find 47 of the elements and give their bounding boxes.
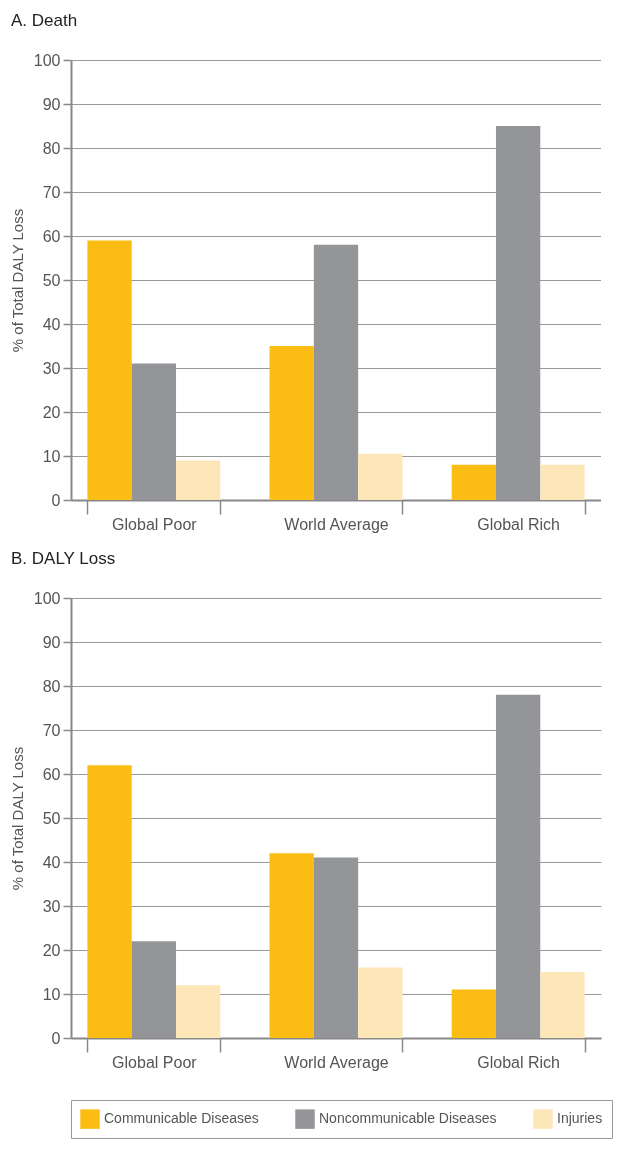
y-tick-label: 90: [42, 633, 61, 651]
y-tick-label: 80: [42, 139, 61, 157]
legend-label: Noncommunicable Diseases: [319, 1110, 497, 1127]
y-tick-label: 0: [51, 491, 61, 509]
bar: [176, 985, 221, 1038]
y-tick-label: 60: [42, 765, 61, 783]
y-tick-label: 60: [42, 227, 61, 245]
y-tick-label: 20: [42, 941, 61, 959]
y-tick-label: 50: [42, 271, 61, 289]
y-tick-label: 0: [51, 1029, 61, 1047]
y-axis-title: % of Total DALY Loss: [8, 746, 26, 891]
x-tick-label: Global Poor: [112, 515, 198, 533]
y-tick-label: 10: [42, 985, 61, 1003]
y-tick-label: 80: [42, 677, 61, 695]
bar: [87, 765, 132, 1038]
y-tick-label: 70: [42, 183, 61, 201]
y-tick-label: 30: [42, 359, 61, 377]
y-tick-label: 100: [33, 51, 61, 69]
y-tick-label: 40: [42, 315, 61, 333]
bar: [358, 967, 403, 1038]
y-tick-label: 90: [42, 95, 61, 113]
legend-label: Injuries: [557, 1110, 603, 1127]
bar: [540, 972, 585, 1038]
bar: [540, 464, 585, 500]
y-tick-label: 30: [42, 897, 61, 915]
y-axis-title: % of Total DALY Loss: [8, 208, 26, 353]
y-tick-label: 50: [42, 809, 61, 827]
bar: [269, 853, 314, 1038]
y-tick-label: 100: [33, 589, 61, 607]
x-tick-label: Global Rich: [477, 1053, 560, 1071]
bar: [87, 240, 132, 500]
chart-title: B. DALY Loss: [11, 549, 116, 568]
bar: [269, 346, 314, 500]
legend-label: Communicable Diseases: [104, 1110, 259, 1127]
x-tick-label: World Average: [284, 515, 389, 533]
bar: [176, 460, 221, 500]
bar: [358, 453, 403, 500]
bar: [451, 989, 496, 1038]
bar: [451, 464, 496, 500]
y-tick-label: 70: [42, 721, 61, 739]
x-tick-label: Global Poor: [112, 1053, 198, 1071]
y-tick-label: 40: [42, 853, 61, 871]
y-tick-label: 10: [42, 447, 61, 465]
y-tick-label: 20: [42, 403, 61, 421]
x-tick-label: Global Rich: [477, 515, 560, 533]
x-tick-label: World Average: [284, 1053, 389, 1071]
chart-title: A. Death: [11, 11, 78, 30]
